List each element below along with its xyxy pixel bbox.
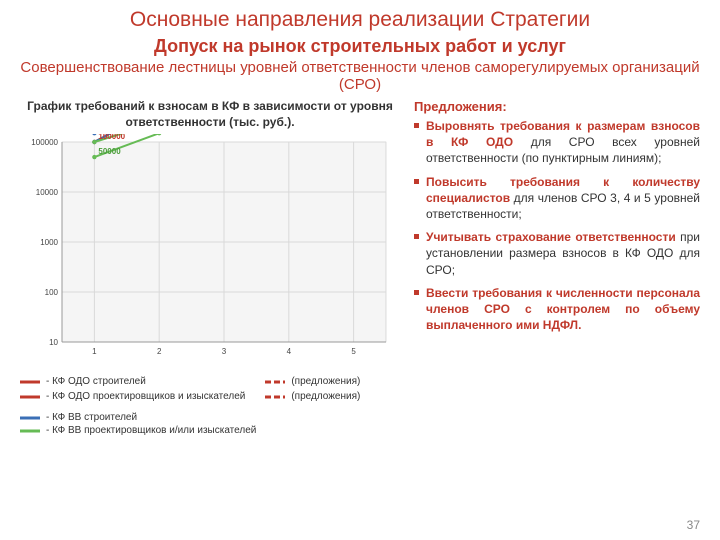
- legend-item: - КФ ОДО проектировщиков и изыскателей: [20, 391, 245, 402]
- chart-legend: - КФ ОДО строителей - КФ ОДО проектировщи…: [20, 374, 400, 436]
- legend-item: - КФ ВВ проектировщиков и/или изыскателе…: [20, 425, 400, 436]
- svg-text:100: 100: [45, 288, 59, 297]
- svg-text:1000: 1000: [40, 238, 58, 247]
- proposal-item: Ввести требования к численности персонал…: [414, 285, 700, 334]
- page-title: Основные направления реализации Стратеги…: [20, 8, 700, 32]
- proposal-item: Учитывать страхование ответственности пр…: [414, 229, 700, 278]
- svg-text:100000: 100000: [31, 138, 58, 147]
- svg-text:4: 4: [287, 347, 292, 356]
- svg-text:10: 10: [49, 338, 58, 347]
- proposal-item: Выровнять требования к размерам взносов …: [414, 118, 700, 167]
- proposal-item: Повысить требования к количеству специал…: [414, 174, 700, 223]
- subtitle-1: Допуск на рынок строительных работ и усл…: [20, 36, 700, 57]
- svg-text:50000: 50000: [98, 147, 121, 156]
- svg-text:2: 2: [157, 347, 162, 356]
- legend-item: (предложения): [265, 376, 360, 387]
- svg-text:5: 5: [351, 347, 356, 356]
- svg-text:3: 3: [222, 347, 227, 356]
- proposals-title: Предложения:: [414, 99, 700, 114]
- subtitle-2: Совершенствование лестницы уровней ответ…: [20, 59, 700, 93]
- chart-title: График требований к взносам в КФ в завис…: [20, 99, 400, 130]
- svg-text:100000: 100000: [98, 134, 125, 141]
- page-number: 37: [687, 518, 700, 532]
- legend-item: - КФ ОДО строителей: [20, 376, 245, 387]
- contribution-chart: 1010010001000010000012345200000100000025…: [20, 134, 400, 364]
- proposals-list: Выровнять требования к размерам взносов …: [414, 118, 700, 333]
- legend-item: (предложения): [265, 391, 360, 402]
- svg-text:10000: 10000: [36, 188, 59, 197]
- legend-item: - КФ ВВ строителей: [20, 412, 400, 423]
- svg-text:1: 1: [92, 347, 97, 356]
